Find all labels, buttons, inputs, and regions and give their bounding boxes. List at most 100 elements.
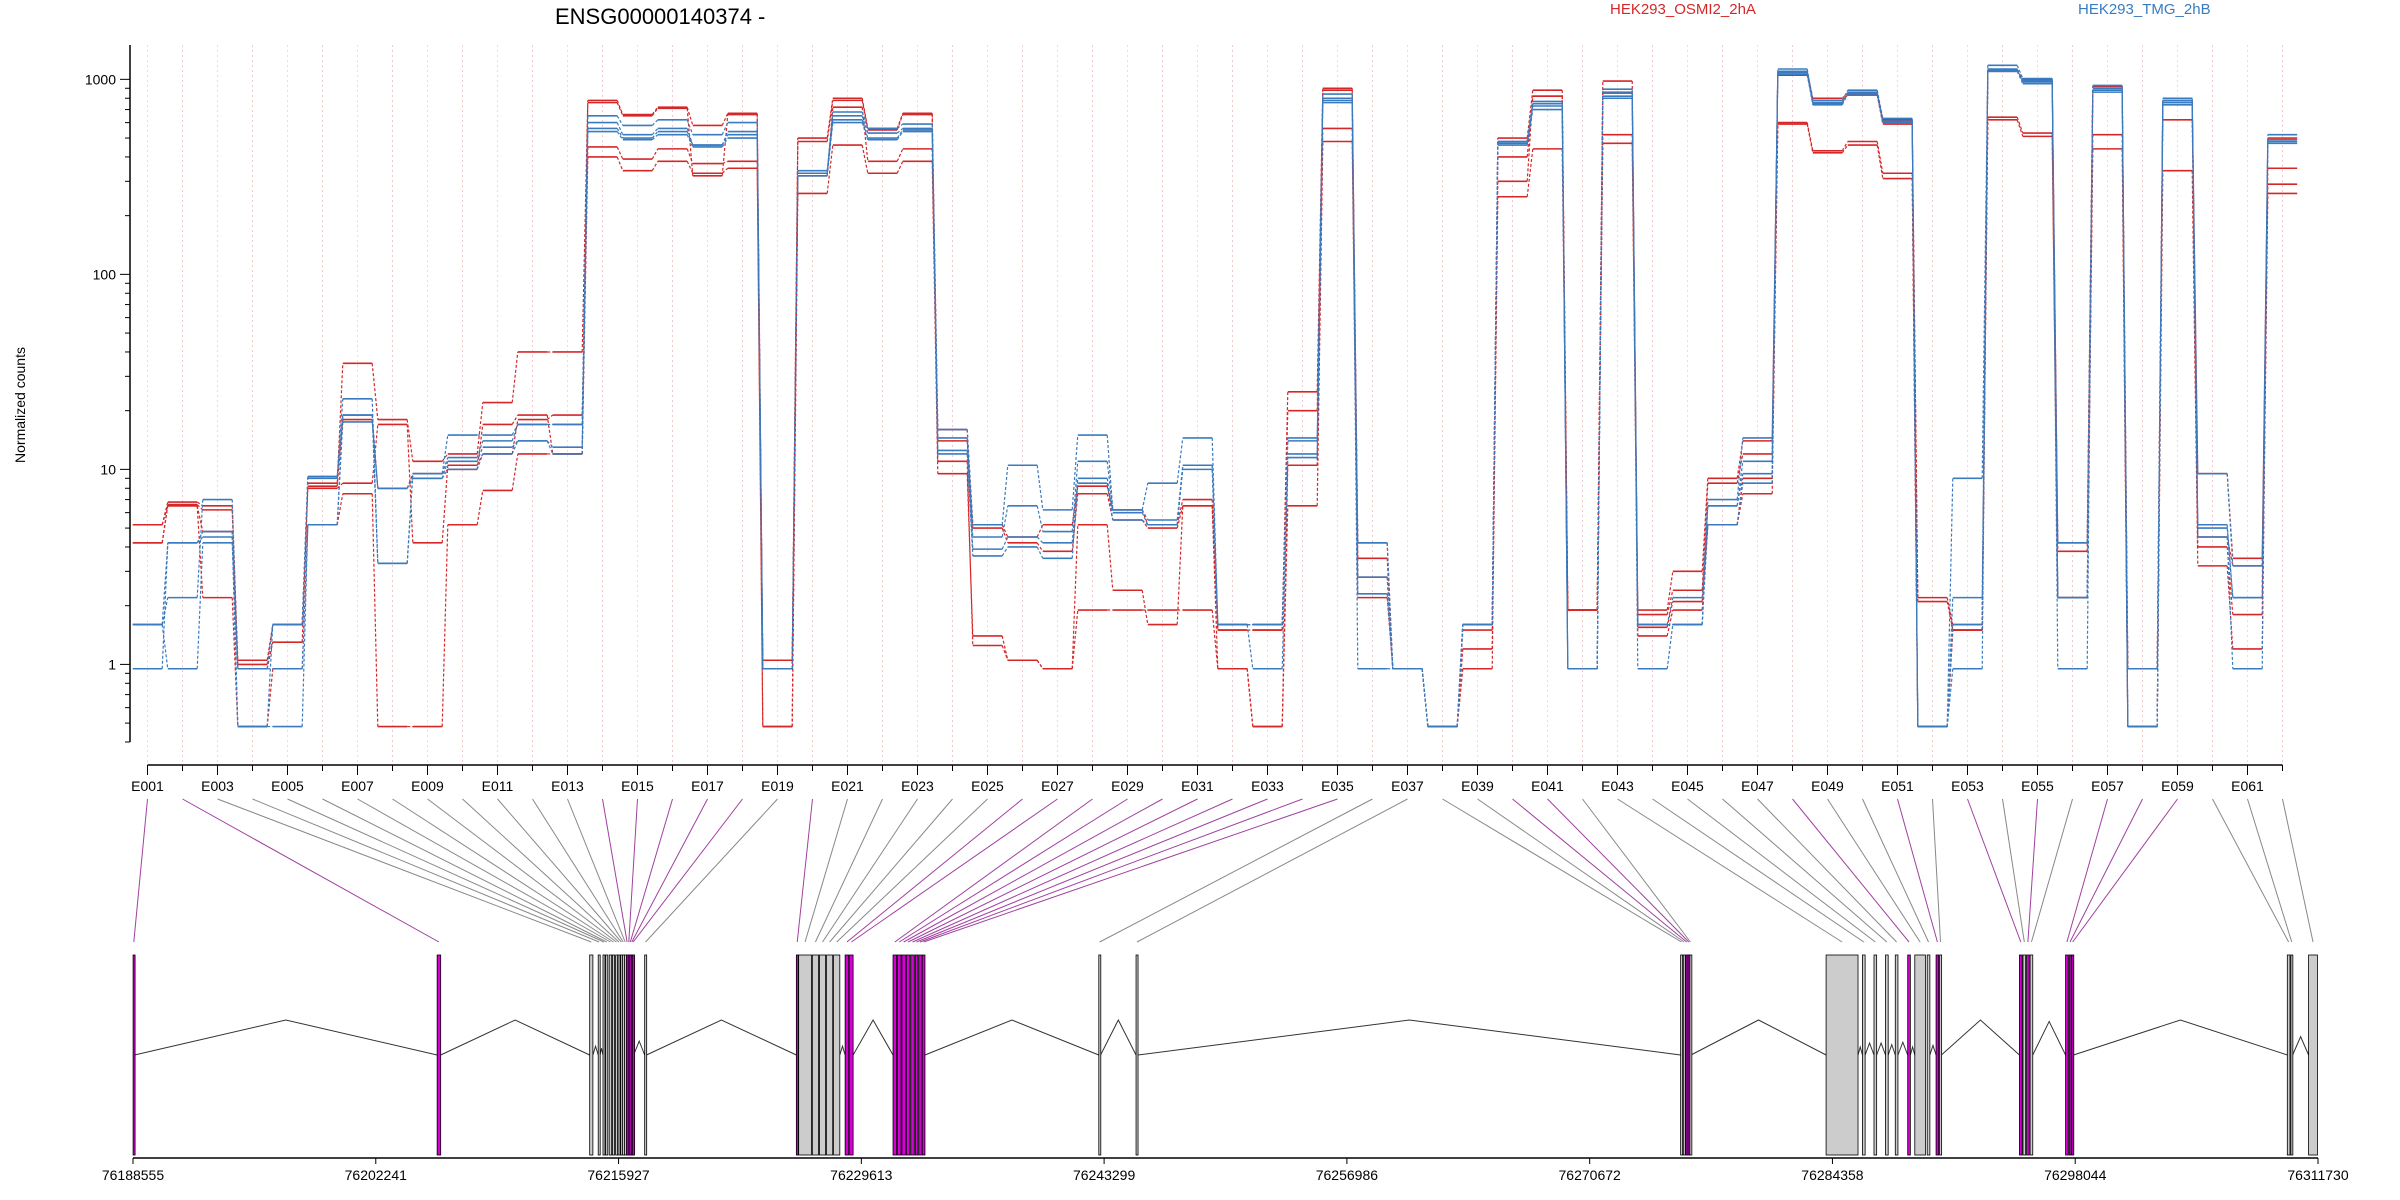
series-segment [651,107,659,117]
series-segment [1141,483,1149,510]
exon-box [632,954,636,1156]
exon-box [597,954,601,1156]
exon-box [918,954,922,1156]
exon-box [1926,954,1931,1156]
exon-connector [629,798,673,943]
intron-line [633,1039,646,1056]
series-segment [966,453,974,556]
series-segment [2016,65,2024,79]
series-segment [1071,609,1079,669]
series-segment [896,123,904,129]
exon-connector [392,798,614,943]
series-segment [301,524,309,669]
intron-line [839,1044,846,1056]
genomic-tick-label: 76270672 [1559,1167,1622,1183]
intron-line [134,1019,438,1056]
series-segment [791,193,799,727]
exon-box [611,954,615,1156]
series-segment [2086,90,2094,598]
series-segment [1526,103,1534,142]
exon-connector [322,798,607,943]
intron-line [440,1019,590,1056]
exon-box [2068,954,2072,1156]
x-tick-label: E017 [691,778,724,794]
exon-connector [1136,798,1408,943]
x-tick-label: E061 [2231,778,2264,794]
y-axis: 1 10 100 1000 [85,45,131,743]
intron-line [1137,1019,1681,1056]
series-segment [1176,469,1184,525]
series-segment [1526,90,1534,139]
series-segment [266,624,274,669]
series-segment [1806,68,1814,101]
series-segment [336,482,344,489]
x-tick-label: E047 [1741,778,1774,794]
chart-title: ENSG00000140374 - [555,4,765,29]
exon-connector [532,798,624,943]
exon-box [1939,954,1943,1156]
series-segment [1316,102,1324,458]
y-tick-label: 100 [93,266,117,282]
intron-line [592,1044,599,1056]
exon-box [1098,954,1102,1156]
series-segment [1421,668,1429,727]
exon-connector [2002,798,2025,943]
series-segment [231,597,239,727]
x-tick-label: E001 [131,778,164,794]
series-segment [616,102,624,117]
exon-box [905,954,911,1156]
series-segment [686,134,694,148]
series-segment [1141,519,1149,526]
series-segment [1666,601,1674,628]
series-segment [1911,122,1919,727]
exon-box [615,954,618,1156]
series-segment [1001,645,1009,661]
genomic-tick-label: 76298044 [2044,1167,2107,1183]
exon-box [2308,954,2318,1156]
series-lines [132,64,2298,728]
series-tmg [132,64,2298,728]
series-segment [161,542,169,625]
x-tick-label: E055 [2021,778,2054,794]
exon-box [1907,954,1911,1156]
exon-connector [1932,798,1942,943]
series-segment [651,119,659,126]
exon-grid [147,45,2283,765]
exon-connector [632,798,743,943]
series-segment [1176,437,1184,484]
series-segment [1036,465,1044,510]
series-segment [1631,98,1639,669]
series-segment [616,156,624,171]
series-segment [1841,144,1849,154]
exon-connector [182,798,440,943]
x-tick-label: E051 [1881,778,1914,794]
series-segment [826,122,834,176]
series-segment [231,542,239,669]
exon-box [602,954,606,1156]
series-segment [441,457,449,474]
exon-connector [2212,798,2290,943]
exon-box [605,954,609,1156]
series-segment [1911,124,1919,602]
exon-connector [822,798,918,943]
series-segment [196,531,204,544]
series-segment [651,148,659,160]
series-segment [1106,478,1114,513]
series-segment [896,113,904,129]
series-segment [441,453,449,462]
series-segment [686,128,694,146]
series-segment [196,504,204,511]
series-segment [1106,524,1114,591]
series-segment [1631,96,1639,625]
y-tick-label: 1000 [85,71,116,87]
exon-box [436,954,442,1156]
x-tick-label: E033 [1251,778,1284,794]
genomic-tick-label: 76243299 [1073,1167,1136,1183]
exon-connector [796,798,813,943]
exon-connector [133,798,148,943]
exon-connector [287,798,605,943]
series-segment [616,146,624,160]
series-segment [1806,74,1814,105]
series-segment [2121,90,2129,727]
series-segment [1981,65,1989,479]
